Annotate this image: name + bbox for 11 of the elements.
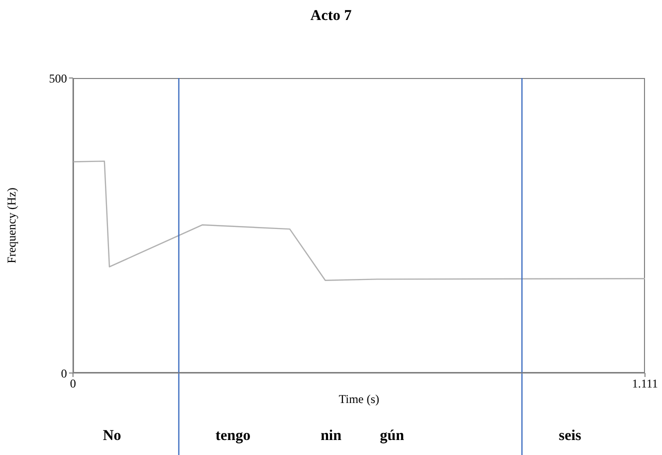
text: seis	[558, 428, 582, 445]
text: nin	[320, 428, 342, 445]
x-tick-label: 1.111	[632, 376, 658, 391]
text: tengo	[214, 428, 252, 445]
y-tick-label: 500	[49, 71, 67, 86]
x-axis-title: Time (s)	[338, 392, 380, 406]
text: No	[102, 428, 122, 445]
text: gún	[378, 428, 406, 445]
y-axis-title: Frequency (Hz)	[4, 188, 18, 264]
line-series	[73, 160, 645, 281]
chart-title: Acto 7	[309, 8, 353, 25]
